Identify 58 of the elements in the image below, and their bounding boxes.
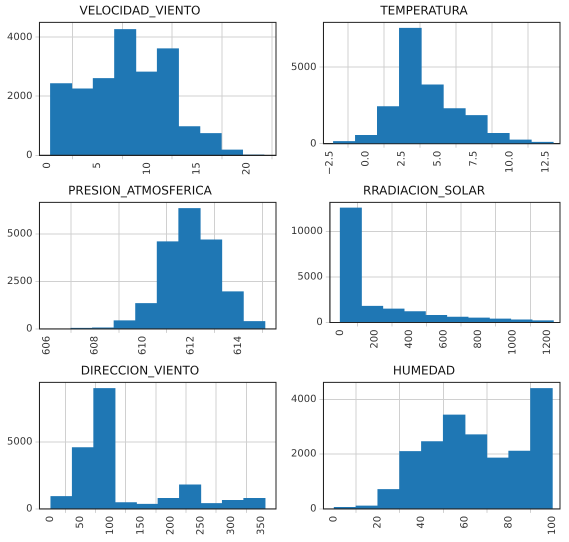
x-tick-label: 606	[41, 336, 52, 356]
y-tick-label: 0	[26, 504, 32, 515]
x-tick-label: 600	[438, 330, 450, 349]
x-tick-label: 300	[226, 516, 237, 536]
x-tick-label: 0	[42, 162, 54, 169]
x-tick-label: 800	[473, 330, 484, 349]
chart-title: HUMEDAD	[392, 363, 456, 378]
y-tick-label: 2000	[6, 90, 32, 102]
x-tick-label: 150	[135, 516, 146, 536]
y-tick-label: 5000	[6, 228, 32, 240]
x-tick-label: 0.0	[360, 150, 372, 167]
x-tick-label: 200	[166, 516, 177, 536]
x-tick-label: 200	[369, 330, 380, 349]
x-tick-label: 15	[192, 162, 203, 176]
x-tick-label: 614	[233, 336, 244, 356]
x-tick-label: 250	[196, 516, 207, 536]
x-tick-label: 2.5	[396, 150, 408, 167]
x-tick-label: 1200	[542, 330, 554, 356]
x-tick-label: 12.5	[540, 150, 552, 173]
y-tick-label: 4000	[290, 394, 316, 405]
y-tick-label: 4000	[6, 32, 32, 43]
chart-title: TEMPERATURA	[379, 3, 468, 18]
x-tick-label: 350	[256, 516, 268, 536]
x-tick-label: 40	[416, 516, 428, 529]
y-tick-label: 5000	[297, 272, 323, 283]
x-tick-label: 10.0	[504, 150, 516, 173]
x-tick-label: 50	[74, 516, 86, 529]
x-tick-label: 10	[142, 162, 153, 176]
x-tick-label: 0	[44, 516, 56, 522]
x-tick-label: 608	[89, 336, 100, 356]
y-tick-label: 0	[310, 504, 316, 515]
y-tick-label: 0	[316, 317, 323, 328]
x-tick-label: 80	[503, 516, 514, 529]
x-tick-label: 100	[546, 516, 558, 536]
x-tick-label: −2.5	[324, 150, 336, 176]
y-tick-label: 5000	[290, 62, 316, 73]
x-tick-label: 5.0	[432, 150, 444, 167]
x-tick-label: 60	[460, 516, 471, 529]
x-tick-label: 610	[137, 336, 148, 356]
y-tick-label: 10000	[291, 226, 323, 238]
x-tick-label: 612	[185, 336, 196, 356]
y-tick-label: 2500	[6, 276, 32, 288]
chart-title: PRESION_ATMOSFERICA	[68, 183, 213, 198]
chart-title: VELOCIDAD_VIENTO	[80, 3, 200, 18]
x-tick-label: 20	[242, 162, 253, 176]
x-tick-label: 5	[92, 162, 103, 169]
y-tick-label: 5000	[6, 436, 32, 448]
y-tick-label: 0	[310, 138, 316, 150]
chart-title: DIRECCION_VIENTO	[80, 363, 200, 378]
chart-title: RRADIACION_SOLAR	[362, 183, 486, 198]
x-tick-label: 0	[328, 516, 340, 522]
x-tick-label: 1000	[508, 330, 519, 356]
y-tick-label: 2000	[290, 448, 316, 460]
x-tick-label: 20	[372, 516, 384, 529]
x-tick-label: 100	[105, 516, 116, 536]
x-tick-label: 7.5	[468, 150, 480, 167]
x-tick-label: 400	[404, 330, 415, 349]
x-tick-label: 0	[334, 330, 346, 336]
